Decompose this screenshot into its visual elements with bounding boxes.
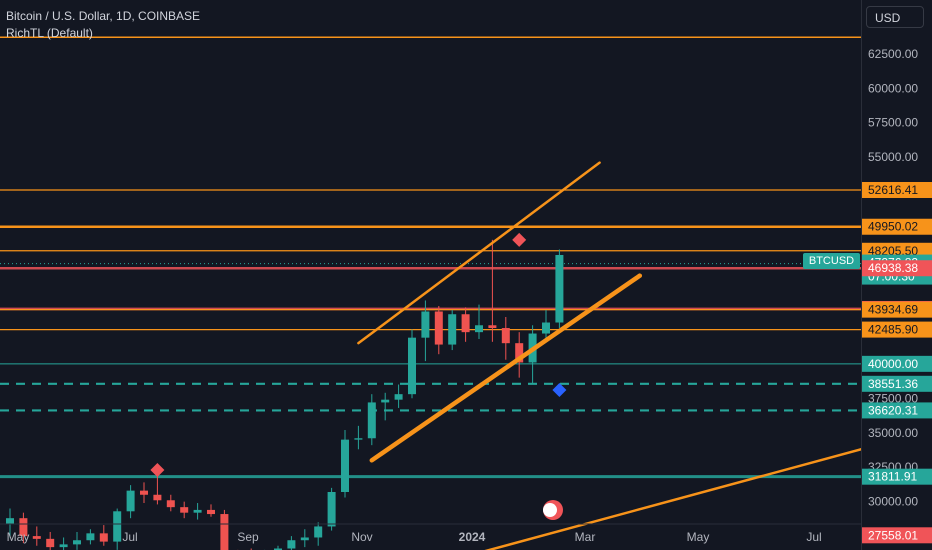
candle-body-20: [274, 548, 282, 550]
x-tick-label-3: Nov: [351, 530, 372, 544]
y-tick-label-1: 60000.00: [868, 81, 918, 95]
candle-body-12: [166, 500, 175, 508]
symbol-tag: BTCUSD: [803, 253, 860, 269]
candle-body-33: [448, 314, 457, 345]
price-badge-6: [862, 301, 932, 318]
price-badge-label-12: 27558.01: [868, 528, 918, 542]
price-badge-label-4: 46938.38: [868, 261, 918, 275]
y-tick-label-2: 57500.00: [868, 116, 918, 130]
candle-body-14: [193, 509, 202, 513]
candle-body-36: [488, 325, 497, 329]
price-badge-9: [862, 375, 932, 392]
x-tick-label-7: Jul: [806, 530, 821, 544]
price-badge-label-8: 40000.00: [868, 357, 918, 371]
price-badge-4: [862, 260, 932, 277]
candle-body-3: [46, 538, 55, 548]
trend-line-2: [484, 428, 932, 550]
price-badge-label-0: 52616.41: [868, 183, 918, 197]
candle-body-5: [73, 540, 81, 545]
price-badge-1: [862, 218, 932, 235]
price-badge-label-2: 48205.50: [868, 244, 918, 258]
candle-body-8: [113, 511, 122, 542]
candle-body-25: [341, 439, 349, 493]
price-badge-label-6: 43934.69: [868, 303, 918, 317]
candle-body-21: [287, 540, 296, 549]
x-tick-label-1: Jul: [122, 530, 137, 544]
candle-body-7: [99, 533, 108, 542]
y-tick-label-3: 55000.00: [868, 150, 918, 164]
candle-body-29: [394, 394, 403, 400]
indicator-title[interactable]: RichTL (Default): [6, 26, 93, 40]
candle-body-16: [220, 514, 229, 550]
candle-body-4: [59, 544, 68, 548]
price-badge-7: [862, 321, 932, 338]
signal-marker-1: [512, 232, 527, 247]
y-tick-label-0: 62500.00: [868, 47, 918, 61]
price-badge-label-7: 42485.90: [868, 323, 918, 337]
price-badge-label-1: 49950.02: [868, 220, 918, 234]
trend-line-1: [369, 273, 643, 463]
candle-body-38: [515, 343, 524, 363]
price-badge-10: [862, 402, 932, 419]
candle-body-10: [140, 490, 148, 495]
candle-body-32: [434, 311, 443, 345]
x-tick-label-5: Mar: [575, 530, 596, 544]
candle-body-0: [6, 518, 14, 524]
candle-body-31: [421, 311, 430, 338]
candle-body-22: [300, 537, 309, 541]
candle-body-24: [327, 492, 336, 527]
price-badge-12: [862, 527, 932, 544]
candle-body-27: [367, 402, 376, 439]
price-badge-8: [862, 355, 932, 372]
trend-line-0: [357, 161, 601, 345]
price-badge-0: [862, 181, 932, 198]
y-tick-label-8: 30000.00: [868, 495, 918, 509]
y-tick-label-5: 37500.00: [868, 391, 918, 405]
currency-button[interactable]: USD: [866, 6, 924, 28]
candle-body-6: [86, 533, 95, 541]
x-tick-label-0: May: [7, 530, 30, 544]
candle-body-26: [354, 438, 363, 440]
price-badge-11: [862, 468, 932, 485]
price-badge-label-11: 31811.91: [868, 470, 917, 484]
x-tick-label-6: May: [687, 530, 710, 544]
event-flag-icon: [543, 503, 557, 517]
candle-body-15: [207, 509, 215, 515]
candle-body-23: [314, 526, 323, 538]
signal-marker-0: [150, 462, 165, 477]
price-axis-divider: [861, 0, 862, 550]
candle-body-37: [501, 328, 510, 344]
symbol-title: Bitcoin / U.S. Dollar, 1D, COINBASE: [6, 9, 201, 23]
candle-body-1: [19, 518, 28, 537]
candle-body-9: [126, 490, 135, 512]
candle-body-28: [381, 399, 390, 403]
price-badge-label-9: 38551.36: [868, 377, 918, 391]
price-badge-label-10: 36620.31: [868, 403, 918, 417]
signal-marker-2: [552, 383, 567, 398]
y-tick-label-6: 35000.00: [868, 426, 918, 440]
candle-body-40: [542, 322, 550, 334]
candle-body-2: [32, 536, 41, 539]
candle-body-34: [461, 314, 470, 333]
candle-body-11: [153, 494, 162, 501]
candle-body-30: [408, 337, 416, 395]
x-tick-label-2: Sep: [237, 530, 259, 544]
candle-body-35: [475, 325, 483, 333]
x-tick-label-4: 2024: [459, 530, 486, 544]
candle-body-41: [555, 254, 564, 323]
candle-body-13: [180, 507, 189, 513]
